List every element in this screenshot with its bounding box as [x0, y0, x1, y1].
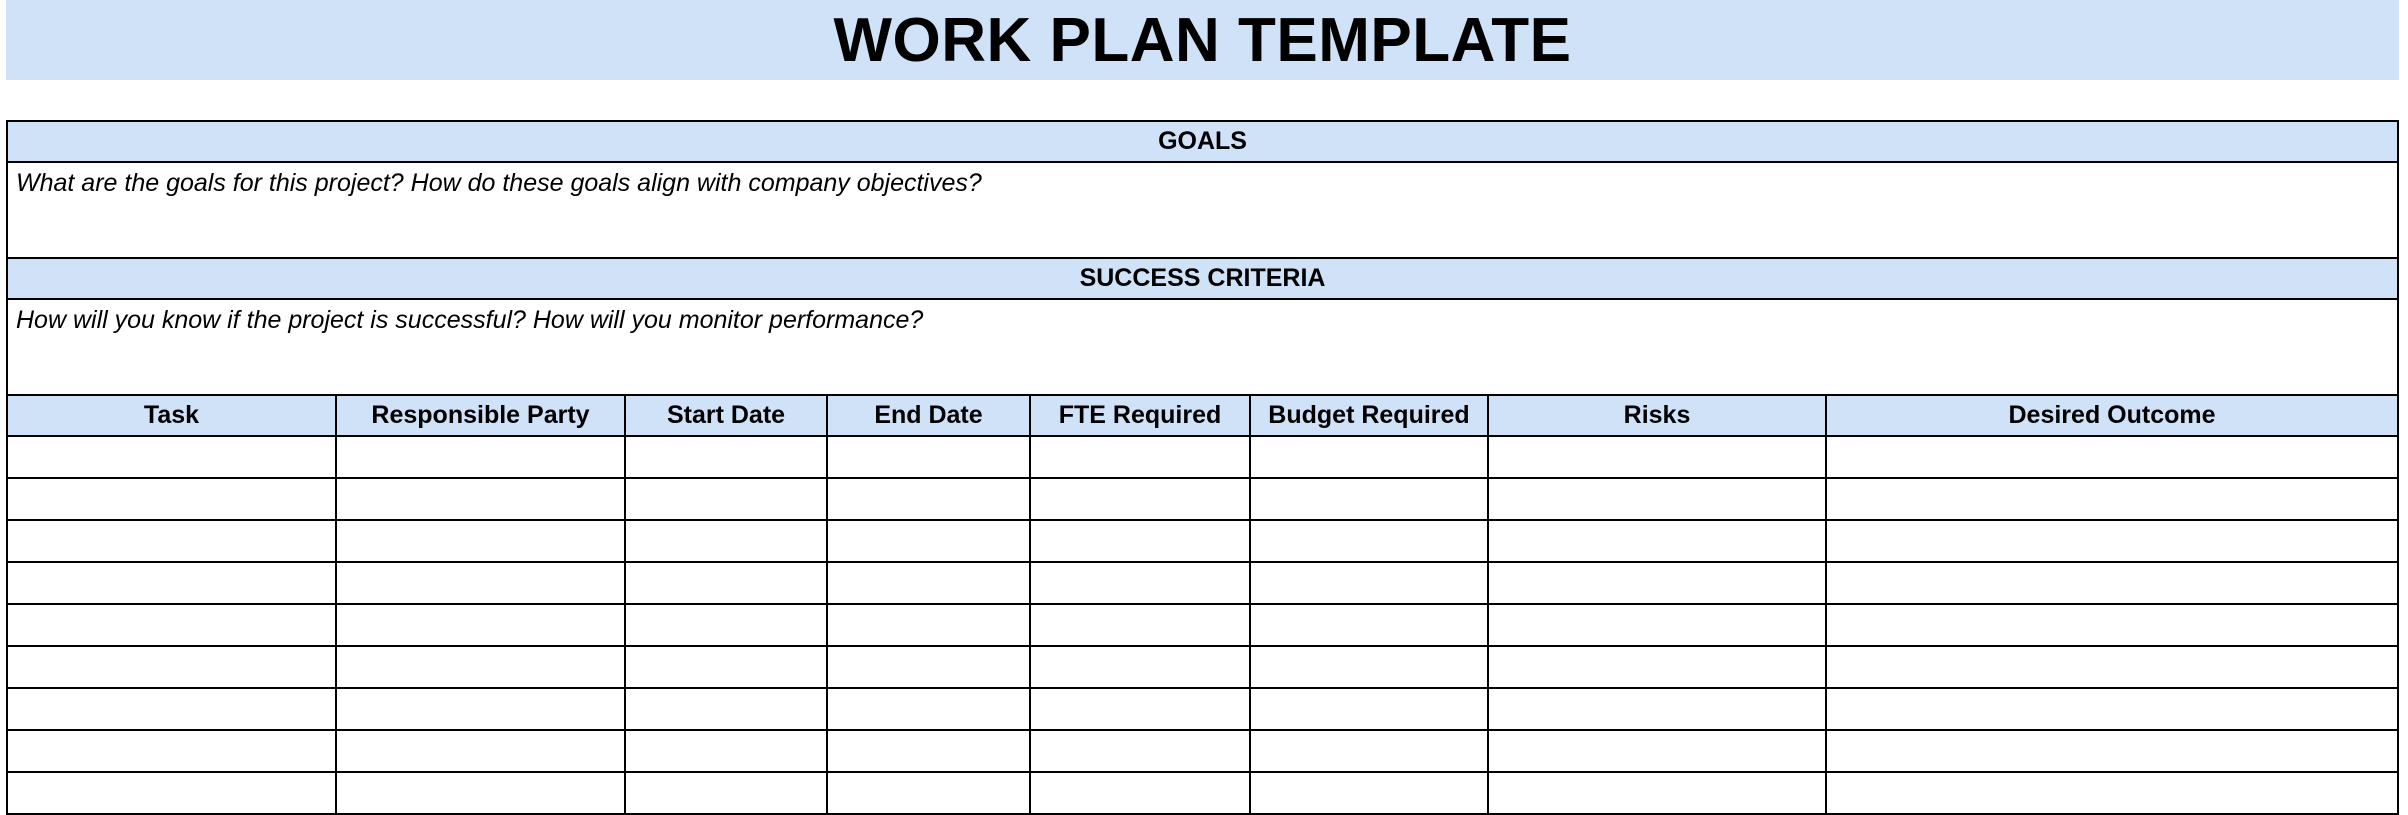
cell-budget-required[interactable]: [1249, 435, 1489, 479]
cell-risks[interactable]: [1487, 519, 1827, 563]
goals-input[interactable]: What are the goals for this project? How…: [5, 161, 2400, 259]
table-row: [6, 771, 2400, 815]
cell-start-date[interactable]: [624, 561, 828, 605]
cell-start-date[interactable]: [624, 729, 828, 773]
cell-end-date[interactable]: [826, 477, 1031, 521]
title-banner: WORK PLAN TEMPLATE: [6, 0, 2399, 80]
cell-desired-outcome[interactable]: [1824, 519, 2400, 563]
cell-fte-required[interactable]: [1029, 435, 1251, 479]
table-row: [6, 645, 2400, 689]
cell-start-date[interactable]: [624, 645, 828, 689]
column-header-fte-required: FTE Required: [1029, 394, 1251, 437]
cell-budget-required[interactable]: [1249, 729, 1489, 773]
cell-start-date[interactable]: [624, 603, 828, 647]
cell-fte-required[interactable]: [1029, 687, 1251, 731]
column-header-start-date: Start Date: [624, 394, 828, 437]
cell-fte-required[interactable]: [1029, 603, 1251, 647]
column-header-responsible-party: Responsible Party: [335, 394, 626, 437]
cell-budget-required[interactable]: [1249, 645, 1489, 689]
cell-desired-outcome[interactable]: [1824, 603, 2400, 647]
column-header-risks: Risks: [1487, 394, 1827, 437]
success-criteria-input[interactable]: How will you know if the project is succ…: [5, 298, 2400, 396]
cell-responsible-party[interactable]: [335, 729, 626, 773]
cell-end-date[interactable]: [826, 519, 1031, 563]
work-plan-table: GOALS What are the goals for this projec…: [5, 120, 2400, 815]
cell-desired-outcome[interactable]: [1824, 435, 2400, 479]
table-row: [6, 435, 2400, 479]
column-header-task: Task: [6, 394, 337, 437]
column-header-budget-required: Budget Required: [1249, 394, 1489, 437]
cell-end-date[interactable]: [826, 435, 1031, 479]
cell-start-date[interactable]: [624, 771, 828, 815]
cell-task[interactable]: [6, 687, 337, 731]
cell-task[interactable]: [6, 435, 337, 479]
cell-start-date[interactable]: [624, 519, 828, 563]
cell-risks[interactable]: [1487, 771, 1827, 815]
page-title: WORK PLAN TEMPLATE: [833, 5, 1572, 75]
cell-end-date[interactable]: [826, 771, 1031, 815]
cell-responsible-party[interactable]: [335, 435, 626, 479]
cell-desired-outcome[interactable]: [1824, 687, 2400, 731]
table-row: [6, 729, 2400, 773]
cell-budget-required[interactable]: [1249, 687, 1489, 731]
cell-desired-outcome[interactable]: [1824, 477, 2400, 521]
column-header-row: Task Responsible Party Start Date End Date F…: [6, 394, 2400, 437]
cell-desired-outcome[interactable]: [1824, 645, 2400, 689]
cell-responsible-party[interactable]: [335, 771, 626, 815]
cell-fte-required[interactable]: [1029, 561, 1251, 605]
cell-risks[interactable]: [1487, 729, 1827, 773]
cell-budget-required[interactable]: [1249, 519, 1489, 563]
success-criteria-heading: SUCCESS CRITERIA: [5, 257, 2400, 300]
cell-task[interactable]: [6, 477, 337, 521]
table-row: [6, 603, 2400, 647]
cell-end-date[interactable]: [826, 561, 1031, 605]
cell-task[interactable]: [6, 729, 337, 773]
cell-risks[interactable]: [1487, 561, 1827, 605]
table-row: [6, 519, 2400, 563]
cell-fte-required[interactable]: [1029, 729, 1251, 773]
cell-desired-outcome[interactable]: [1824, 561, 2400, 605]
cell-desired-outcome[interactable]: [1824, 729, 2400, 773]
cell-responsible-party[interactable]: [335, 687, 626, 731]
cell-risks[interactable]: [1487, 435, 1827, 479]
cell-risks[interactable]: [1487, 645, 1827, 689]
table-row: [6, 687, 2400, 731]
table-row: [6, 477, 2400, 521]
cell-end-date[interactable]: [826, 645, 1031, 689]
cell-task[interactable]: [6, 645, 337, 689]
cell-task[interactable]: [6, 561, 337, 605]
goals-heading: GOALS: [5, 120, 2400, 163]
table-row: [6, 561, 2400, 605]
cell-start-date[interactable]: [624, 477, 828, 521]
cell-responsible-party[interactable]: [335, 645, 626, 689]
cell-budget-required[interactable]: [1249, 477, 1489, 521]
cell-end-date[interactable]: [826, 687, 1031, 731]
cell-risks[interactable]: [1487, 603, 1827, 647]
cell-desired-outcome[interactable]: [1824, 771, 2400, 815]
cell-end-date[interactable]: [826, 603, 1031, 647]
cell-task[interactable]: [6, 603, 337, 647]
cell-start-date[interactable]: [624, 435, 828, 479]
column-header-end-date: End Date: [826, 394, 1031, 437]
column-header-desired-outcome: Desired Outcome: [1824, 394, 2400, 437]
cell-responsible-party[interactable]: [335, 561, 626, 605]
cell-fte-required[interactable]: [1029, 519, 1251, 563]
cell-budget-required[interactable]: [1249, 561, 1489, 605]
cell-responsible-party[interactable]: [335, 519, 626, 563]
cell-budget-required[interactable]: [1249, 771, 1489, 815]
cell-fte-required[interactable]: [1029, 645, 1251, 689]
cell-end-date[interactable]: [826, 729, 1031, 773]
cell-task[interactable]: [6, 771, 337, 815]
cell-fte-required[interactable]: [1029, 477, 1251, 521]
cell-risks[interactable]: [1487, 687, 1827, 731]
cell-responsible-party[interactable]: [335, 603, 626, 647]
cell-responsible-party[interactable]: [335, 477, 626, 521]
cell-risks[interactable]: [1487, 477, 1827, 521]
cell-task[interactable]: [6, 519, 337, 563]
cell-start-date[interactable]: [624, 687, 828, 731]
cell-budget-required[interactable]: [1249, 603, 1489, 647]
cell-fte-required[interactable]: [1029, 771, 1251, 815]
